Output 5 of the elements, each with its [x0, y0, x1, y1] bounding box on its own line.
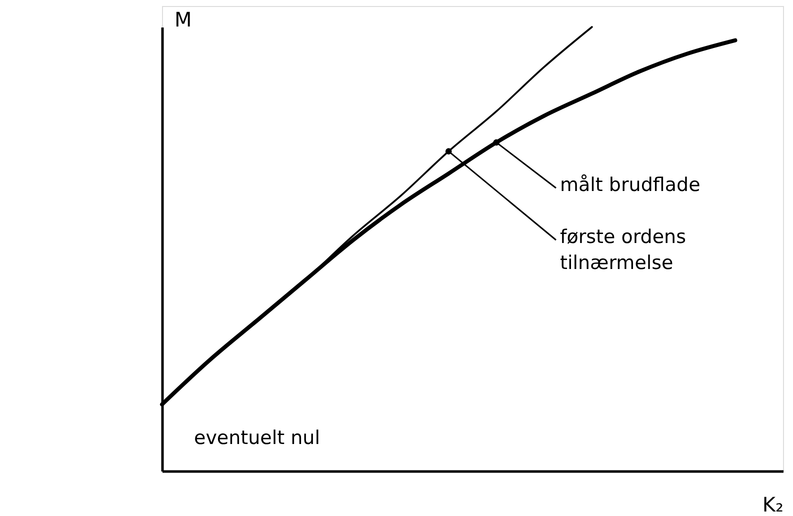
- y-axis-title: M: [174, 8, 192, 32]
- x-axis-title: K₂: [762, 492, 784, 516]
- text: målt brudflade: [560, 174, 700, 196]
- annotation: eventuelt nul: [194, 427, 320, 449]
- text: første ordens tilnærmelse: [560, 226, 686, 274]
